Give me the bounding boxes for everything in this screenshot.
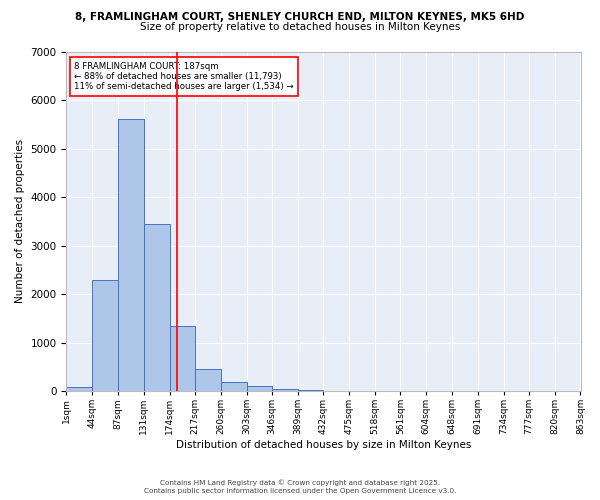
Text: 8 FRAMLINGHAM COURT: 187sqm
← 88% of detached houses are smaller (11,793)
11% of: 8 FRAMLINGHAM COURT: 187sqm ← 88% of det…	[74, 62, 294, 92]
Bar	[195, 370, 221, 391]
Text: Size of property relative to detached houses in Milton Keynes: Size of property relative to detached ho…	[140, 22, 460, 32]
Bar	[118, 120, 144, 391]
Text: 8, FRAMLINGHAM COURT, SHENLEY CHURCH END, MILTON KEYNES, MK5 6HD: 8, FRAMLINGHAM COURT, SHENLEY CHURCH END…	[76, 12, 524, 22]
Y-axis label: Number of detached properties: Number of detached properties	[15, 139, 25, 304]
Text: Contains HM Land Registry data © Crown copyright and database right 2025.
Contai: Contains HM Land Registry data © Crown c…	[144, 480, 456, 494]
Bar	[92, 280, 118, 391]
Bar	[144, 224, 170, 391]
Bar	[298, 390, 323, 391]
Bar	[221, 382, 247, 391]
Bar	[67, 387, 92, 391]
X-axis label: Distribution of detached houses by size in Milton Keynes: Distribution of detached houses by size …	[176, 440, 471, 450]
Bar	[170, 326, 195, 391]
Bar	[247, 386, 272, 391]
Bar	[272, 388, 298, 391]
